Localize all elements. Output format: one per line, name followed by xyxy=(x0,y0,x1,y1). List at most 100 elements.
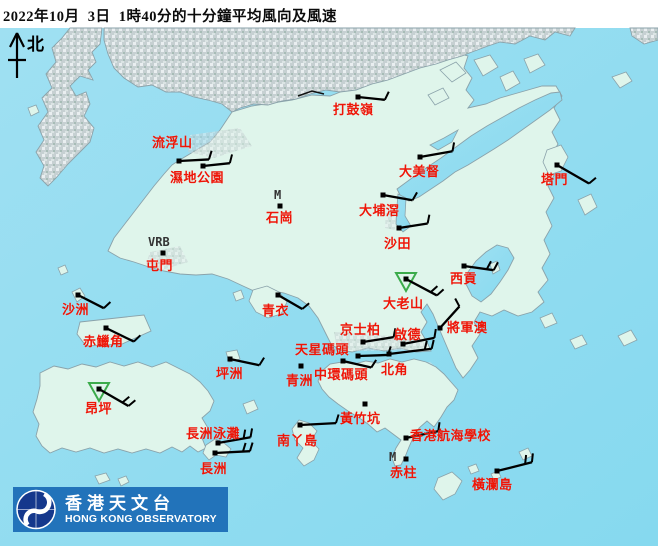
station-tuen-mun xyxy=(160,250,166,256)
airport-island xyxy=(76,314,152,347)
station-tag-shek-kong: M xyxy=(274,188,282,202)
station-tap-mun xyxy=(554,162,597,185)
station-dot xyxy=(75,292,81,298)
station-label-wong-chuk-hang: 黃竹坑 xyxy=(340,411,381,426)
station-hk-sea-school xyxy=(403,422,441,441)
wind-barb-pole xyxy=(382,193,413,202)
wind-barb-pole xyxy=(405,430,439,440)
wind-barb-pole xyxy=(496,461,533,473)
station-dot xyxy=(227,356,233,362)
station-dot xyxy=(362,401,368,407)
wind-barb-feather xyxy=(370,359,377,369)
station-label-shek-kong: 石崗 xyxy=(266,210,294,225)
wind-barb-feather xyxy=(242,442,247,452)
wind-barb-pole xyxy=(439,305,461,329)
wind-barb-pole xyxy=(77,293,105,310)
logo-name-zh: 香港天文台 xyxy=(65,493,175,513)
wind-barb-feather xyxy=(430,285,439,293)
wind-barb-feather xyxy=(301,302,310,310)
wind-barb-feather xyxy=(430,339,435,349)
station-dot xyxy=(215,440,221,446)
station-dot xyxy=(403,456,409,462)
station-dot xyxy=(554,162,560,168)
station-dot xyxy=(297,422,303,428)
station-label-north-point: 北角 xyxy=(381,362,409,377)
station-dot xyxy=(277,203,283,209)
wind-barb-pole xyxy=(388,347,432,356)
port-shelter-bay xyxy=(465,244,515,303)
wind-barb-feather xyxy=(103,301,112,309)
wind-barb-pole xyxy=(299,421,337,427)
wind-barb-pole xyxy=(277,294,303,310)
wind-barb-pole xyxy=(229,357,260,367)
wind-barb-feather xyxy=(524,454,528,465)
station-label-cheung-chau-beach: 長洲泳灘 xyxy=(186,426,241,441)
station-label-cheung-chau: 長洲 xyxy=(200,461,228,476)
shing-mun-channel xyxy=(395,193,412,233)
station-label-stanley: 赤柱 xyxy=(390,465,418,480)
wind-barb-pole xyxy=(419,150,453,159)
wind-barb-pole xyxy=(556,164,590,185)
station-dot xyxy=(396,225,402,231)
wind-barb-pole xyxy=(398,222,428,230)
station-label-ta-kwu-ling: 打鼓嶺 xyxy=(333,102,374,117)
wind-barb-pole xyxy=(402,336,435,346)
station-label-kai-tak: 啟德 xyxy=(394,327,422,342)
wind-barb-feather xyxy=(530,453,534,463)
wind-barb-feather xyxy=(387,346,392,356)
station-kai-tak xyxy=(400,328,437,347)
shenzhen-mainland xyxy=(103,27,576,113)
station-stanley xyxy=(403,456,409,462)
station-wong-chuk-hang xyxy=(362,401,368,407)
station-shek-kong xyxy=(277,203,283,209)
wind-barb-feather xyxy=(433,328,437,339)
wind-barb-feather xyxy=(208,150,213,160)
station-peng-chau xyxy=(227,356,265,367)
wind-barb-feather xyxy=(437,422,441,432)
wind-barb-pole xyxy=(357,95,385,101)
station-green-island xyxy=(298,363,304,369)
plover-cove xyxy=(429,128,459,151)
station-label-tseung-kwan-o: 將軍澳 xyxy=(447,320,488,335)
station-dot xyxy=(355,353,361,359)
station-label-sai-kung: 西貢 xyxy=(450,271,478,286)
station-dot xyxy=(340,358,346,364)
wind-barb-feather xyxy=(436,288,445,297)
wind-barb-feather xyxy=(248,442,254,452)
station-dot xyxy=(275,292,281,298)
wind-barb-feather xyxy=(121,395,130,404)
station-dot xyxy=(461,263,467,269)
hong-kong-island xyxy=(317,358,459,467)
wind-barb-pole xyxy=(98,388,130,407)
wind-barb-feather xyxy=(588,176,597,185)
station-star-ferry-pier xyxy=(355,346,392,359)
station-chek-lap-kok xyxy=(103,325,142,343)
wind-barb-pole xyxy=(217,436,251,445)
station-cheung-chau xyxy=(212,442,254,456)
station-label-sha-chau: 沙洲 xyxy=(62,302,90,317)
wind-barb-feather xyxy=(485,260,492,270)
wind-barb-pole xyxy=(463,264,494,272)
station-label-lamma-island: 南丫島 xyxy=(277,433,318,448)
wind-barb-pole xyxy=(105,326,135,343)
station-dot xyxy=(298,363,304,369)
station-dot xyxy=(403,435,409,441)
station-label-tap-mun: 塔門 xyxy=(541,172,569,187)
station-tsing-yi xyxy=(275,292,310,310)
north-label: 北 xyxy=(27,35,44,54)
station-dot xyxy=(96,386,102,392)
station-label-hk-sea-school: 香港航海學校 xyxy=(410,428,492,443)
wind-barb-feather xyxy=(392,328,397,338)
tolo-harbour xyxy=(396,91,563,202)
wind-barb-feather xyxy=(242,429,247,439)
wind-barb-pole xyxy=(362,336,394,344)
wind-barb-feather xyxy=(127,399,136,407)
station-tseung-kwan-o xyxy=(437,298,461,331)
station-label-tates-cairn: 大老山 xyxy=(383,296,424,311)
station-dot xyxy=(212,450,218,456)
wind-barb-pole xyxy=(202,162,230,168)
station-label-ngong-ping: 昂坪 xyxy=(85,401,113,416)
station-wetland-park xyxy=(200,154,233,169)
